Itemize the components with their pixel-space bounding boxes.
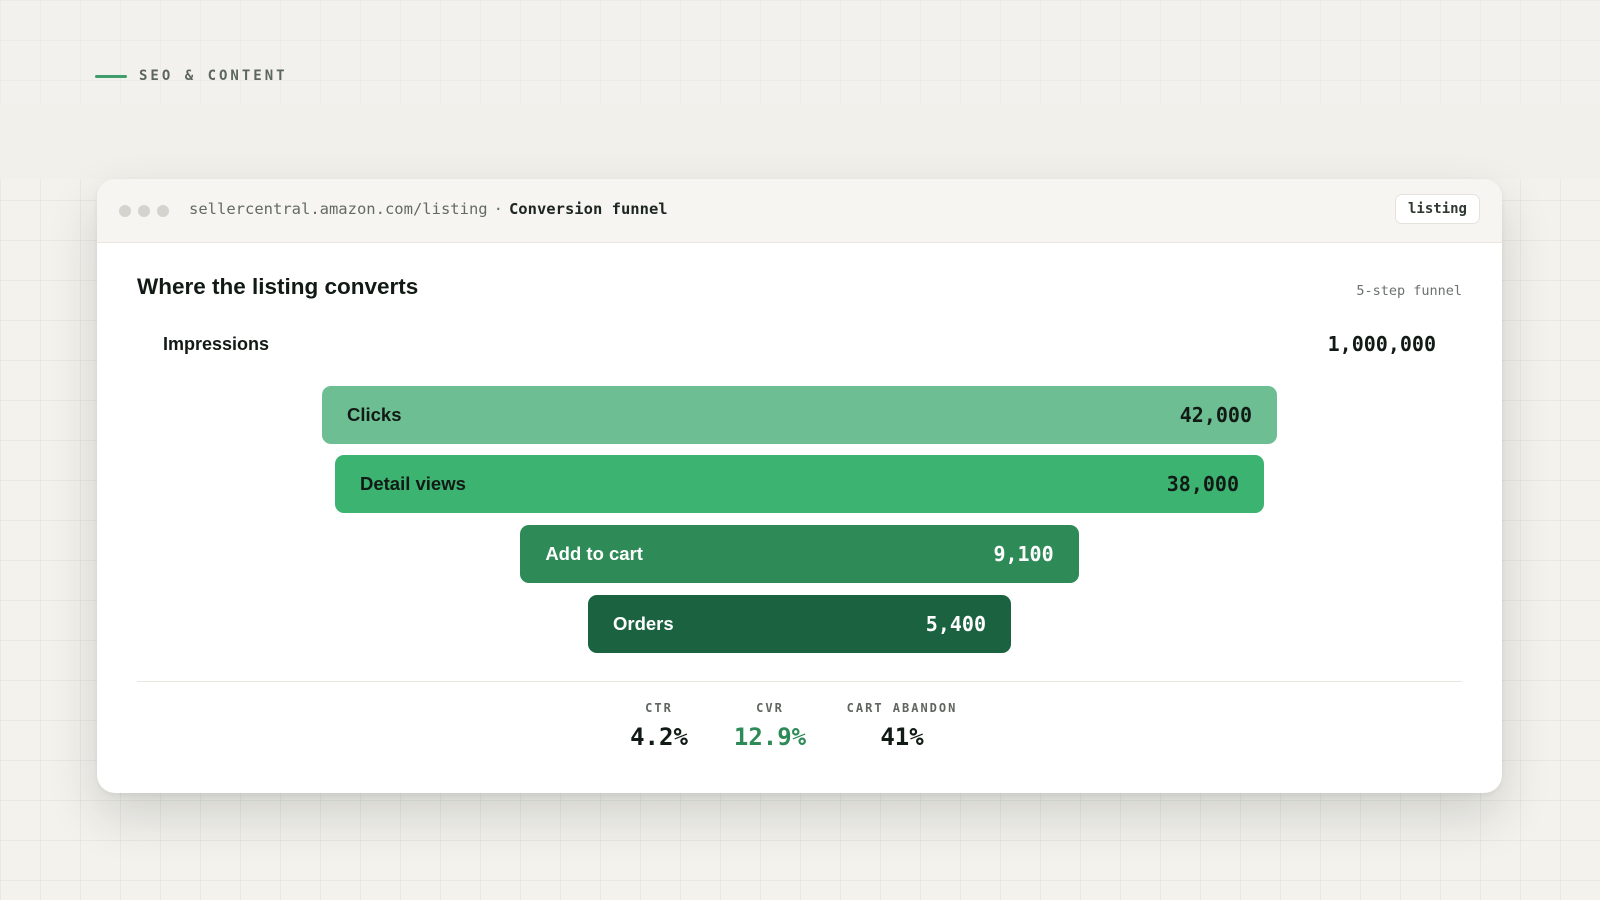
funnel-value: 38,000	[1166, 472, 1239, 496]
funnel-value: 9,100	[993, 542, 1054, 566]
spacer-band	[0, 104, 1600, 179]
card-title: Where the listing converts	[137, 274, 419, 299]
metric-label: CTR	[645, 701, 673, 715]
listing-tag[interactable]: listing	[1394, 194, 1480, 224]
funnel-label: Clicks	[347, 404, 402, 425]
funnel-bar-clicks[interactable]: Clicks 42,000	[322, 386, 1277, 444]
metric-label: CART ABANDON	[846, 701, 958, 715]
window-dot-minimize[interactable]	[138, 205, 150, 217]
window-titlebar: sellercentral.amazon.com/listing · Convers…	[97, 179, 1502, 243]
metric-value: 12.9%	[733, 723, 807, 751]
window-dot-maximize[interactable]	[157, 205, 169, 217]
divider	[137, 681, 1462, 682]
url-separator: ·	[493, 200, 503, 218]
url-text: sellercentral.amazon.com/listing	[189, 200, 488, 218]
funnel-label: Detail views	[359, 473, 466, 494]
funnel-value: 1,000,000	[1327, 332, 1436, 356]
funnel-value: 5,400	[925, 612, 986, 636]
funnel-label: Add to cart	[545, 543, 643, 564]
address-bar[interactable]: sellercentral.amazon.com/listing · Convers…	[189, 200, 668, 218]
section-label: SEO & CONTENT	[95, 66, 288, 86]
window-controls	[119, 205, 169, 217]
page-title: Conversion funnel	[508, 200, 668, 218]
funnel-bar-add-to-cart[interactable]: Add to cart 9,100	[520, 525, 1079, 583]
funnel-bar-orders[interactable]: Orders 5,400	[588, 595, 1011, 653]
metric-label: CVR	[756, 701, 784, 715]
funnel-step-impressions[interactable]: Impressions 1,000,000	[97, 325, 1502, 365]
funnel-label: Orders	[613, 613, 674, 634]
funnel-value: 42,000	[1179, 403, 1252, 427]
section-label-text: SEO & CONTENT	[139, 68, 288, 84]
metric-cvr: CVR 12.9%	[715, 701, 825, 751]
window-dot-close[interactable]	[119, 205, 131, 217]
card-subtitle: 5-step funnel	[1356, 283, 1462, 299]
funnel-bar-detail-views[interactable]: Detail views 38,000	[334, 455, 1264, 513]
accent-dash	[95, 74, 127, 78]
metric-cart-abandon: CART ABANDON 41%	[827, 701, 977, 751]
metric-value: 4.2%	[630, 723, 688, 751]
funnel-label: Impressions	[163, 334, 270, 354]
metric-value: 41%	[880, 723, 924, 751]
metric-ctr: CTR 4.2%	[617, 701, 701, 751]
header-band	[0, 0, 1600, 104]
browser-card: sellercentral.amazon.com/listing · Convers…	[97, 179, 1502, 793]
